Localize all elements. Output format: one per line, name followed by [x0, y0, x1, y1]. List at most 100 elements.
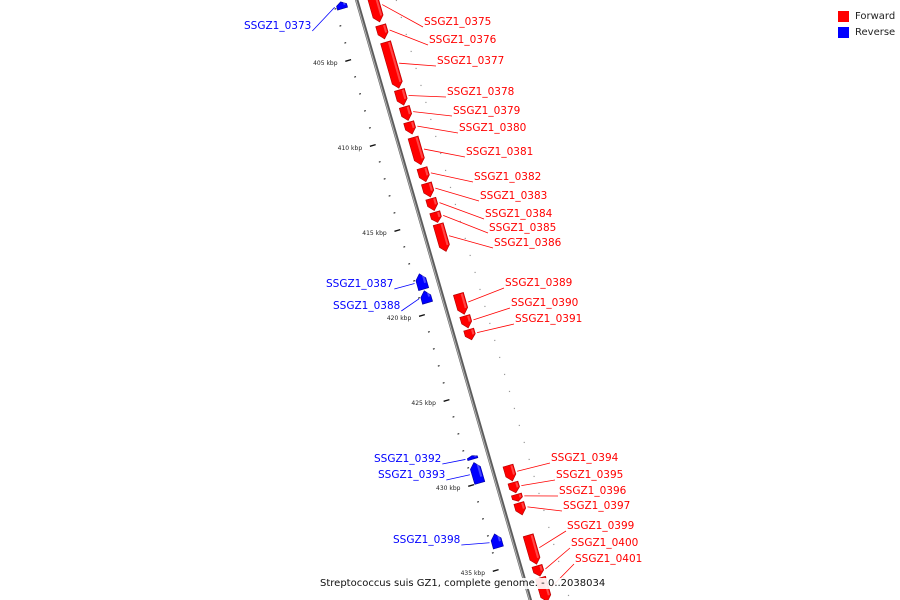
gene-label-SSGZ1_0381[interactable]: SSGZ1_0381 — [466, 146, 533, 158]
gene-label-SSGZ1_0379[interactable]: SSGZ1_0379 — [453, 105, 520, 117]
gene-arrow-icon[interactable] — [421, 181, 435, 198]
gene-arrow-icon[interactable] — [420, 290, 433, 305]
gene-arrow-icon[interactable] — [511, 492, 523, 502]
gene-label-SSGZ1_0390[interactable]: SSGZ1_0390 — [511, 297, 578, 309]
gene-label-SSGZ1_0383[interactable]: SSGZ1_0383 — [480, 190, 547, 202]
gene-arrow-icon[interactable] — [453, 292, 469, 315]
gene-arrow-highlight — [521, 502, 525, 509]
gene-SSGZ1_0386[interactable] — [432, 222, 450, 252]
gene-SSGZ1_0378[interactable] — [394, 88, 408, 106]
gene-SSGZ1_0396[interactable] — [511, 492, 523, 502]
gene-label-SSGZ1_0397[interactable]: SSGZ1_0397 — [563, 500, 630, 512]
gene-label-SSGZ1_0395[interactable]: SSGZ1_0395 — [556, 469, 623, 481]
gene-label-SSGZ1_0399[interactable]: SSGZ1_0399 — [567, 520, 634, 532]
gene-label-SSGZ1_0373[interactable]: SSGZ1_0373 — [244, 20, 311, 32]
gene-SSGZ1_0373[interactable] — [336, 1, 348, 11]
gene-arrow-highlight — [440, 223, 449, 246]
minor-tick — [344, 42, 347, 44]
gene-arrow-highlight — [460, 293, 467, 309]
gene-SSGZ1_0397[interactable] — [513, 501, 527, 516]
gene-arrow-icon[interactable] — [403, 120, 416, 135]
minor-tick-right — [567, 594, 570, 597]
gene-SSGZ1_0387[interactable] — [415, 273, 430, 291]
gene-SSGZ1_0389[interactable] — [453, 292, 469, 315]
gene-label-SSGZ1_0401[interactable]: SSGZ1_0401 — [575, 553, 642, 565]
gene-SSGZ1_0380[interactable] — [403, 120, 416, 135]
minor-tick-right — [454, 203, 457, 206]
gene-SSGZ1_0381[interactable] — [407, 135, 425, 166]
gene-label-SSGZ1_0400[interactable]: SSGZ1_0400 — [571, 537, 638, 549]
gene-label-SSGZ1_0392[interactable]: SSGZ1_0392 — [374, 453, 441, 465]
gene-label-SSGZ1_0398[interactable]: SSGZ1_0398 — [393, 534, 460, 546]
gene-arrow-icon[interactable] — [425, 196, 439, 212]
gene-arrow-icon[interactable] — [513, 501, 527, 516]
gene-SSGZ1_0383[interactable] — [421, 181, 435, 198]
minor-tick-right — [449, 186, 452, 189]
gene-label-SSGZ1_0396[interactable]: SSGZ1_0396 — [559, 485, 627, 497]
gene-SSGZ1_0384[interactable] — [425, 196, 439, 212]
gene-SSGZ1_0390[interactable] — [459, 314, 473, 329]
major-tick — [394, 228, 401, 232]
tick-layer: 405 kbp 410 kbp 415 kbp 420 kbp 425 kbp 430 k… — [313, 0, 570, 597]
gene-arrow-icon[interactable] — [522, 533, 541, 565]
gene-arrow-icon[interactable] — [336, 1, 348, 11]
gene-SSGZ1_0376[interactable] — [375, 23, 389, 40]
gene-arrow-icon[interactable] — [432, 222, 450, 252]
gene-arrow-icon[interactable] — [490, 533, 504, 550]
gene-arrow-icon[interactable] — [415, 273, 430, 291]
gene-SSGZ1_0375[interactable] — [366, 0, 384, 23]
gene-label-SSGZ1_0387[interactable]: SSGZ1_0387 — [326, 278, 393, 290]
gene-arrow-icon[interactable] — [394, 88, 408, 106]
gene-SSGZ1_0379[interactable] — [398, 105, 413, 121]
gene-label-SSGZ1_0388[interactable]: SSGZ1_0388 — [333, 300, 400, 312]
gene-arrow-icon[interactable] — [429, 210, 442, 223]
gene-label-SSGZ1_0380[interactable]: SSGZ1_0380 — [459, 122, 526, 134]
gene-SSGZ1_0400[interactable] — [531, 564, 545, 577]
gene-arrow-icon[interactable] — [531, 564, 545, 577]
gene-arrow-icon[interactable] — [375, 23, 389, 40]
gene-label-SSGZ1_0377[interactable]: SSGZ1_0377 — [437, 55, 504, 67]
gene-label-SSGZ1_0389[interactable]: SSGZ1_0389 — [505, 277, 572, 289]
gene-arrow-icon[interactable] — [380, 40, 403, 89]
gene-arrow-icon[interactable] — [507, 480, 520, 494]
gene-arrow-icon[interactable] — [416, 166, 430, 183]
gene-SSGZ1_0398[interactable] — [490, 533, 504, 550]
minor-tick-right — [400, 16, 402, 19]
gene-SSGZ1_0388[interactable] — [420, 290, 433, 305]
gene-label-SSGZ1_0376[interactable]: SSGZ1_0376 — [429, 34, 497, 46]
gene-label-SSGZ1_0394[interactable]: SSGZ1_0394 — [551, 452, 619, 464]
gene-arrow-highlight — [496, 533, 501, 542]
gene-SSGZ1_0395[interactable] — [507, 480, 520, 494]
gene-arrow-icon[interactable] — [459, 314, 473, 329]
minor-tick-right — [548, 526, 550, 529]
legend-reverse-label: Reverse — [855, 26, 896, 38]
gene-arrow-icon[interactable] — [470, 462, 486, 485]
gene-SSGZ1_0393[interactable] — [470, 462, 486, 485]
gene-SSGZ1_0394[interactable] — [502, 463, 517, 482]
minor-tick-right — [444, 169, 447, 172]
gene-label-SSGZ1_0386[interactable]: SSGZ1_0386 — [494, 237, 562, 249]
gene-SSGZ1_0382[interactable] — [416, 166, 430, 183]
gene-label-SSGZ1_0378[interactable]: SSGZ1_0378 — [447, 86, 514, 98]
gene-label-SSGZ1_0385[interactable]: SSGZ1_0385 — [489, 222, 556, 234]
gene-arrow-icon[interactable] — [466, 455, 479, 461]
gene-label-SSGZ1_0393[interactable]: SSGZ1_0393 — [378, 469, 445, 481]
gene-arrow-icon[interactable] — [407, 135, 425, 166]
gene-arrow-icon[interactable] — [366, 0, 384, 23]
gene-arrow-icon[interactable] — [502, 463, 517, 482]
minor-tick — [378, 161, 381, 163]
gene-arrow-icon[interactable] — [463, 327, 476, 341]
gene-label-SSGZ1_0384[interactable]: SSGZ1_0384 — [485, 208, 553, 220]
gene-SSGZ1_0391[interactable] — [463, 327, 476, 341]
gene-SSGZ1_0377[interactable] — [380, 40, 403, 89]
gene-label-leader — [443, 214, 489, 234]
gene-SSGZ1_0399[interactable] — [522, 533, 541, 565]
gene-label-SSGZ1_0382[interactable]: SSGZ1_0382 — [474, 171, 541, 183]
gene-label-SSGZ1_0375[interactable]: SSGZ1_0375 — [424, 16, 491, 28]
gene-SSGZ1_0392[interactable] — [466, 455, 479, 461]
gene-label-leader — [473, 307, 511, 321]
gene-arrow-icon[interactable] — [398, 105, 413, 121]
gene-label-SSGZ1_0391[interactable]: SSGZ1_0391 — [515, 313, 582, 325]
gene-SSGZ1_0385[interactable] — [429, 210, 442, 223]
